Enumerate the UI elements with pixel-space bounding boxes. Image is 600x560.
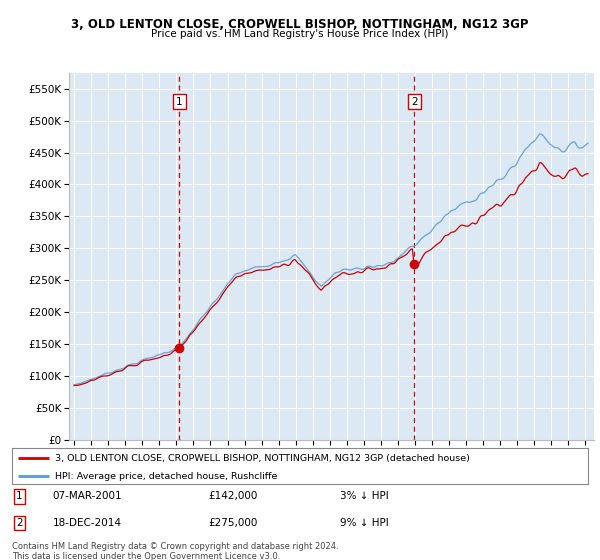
Text: £142,000: £142,000 (208, 491, 257, 501)
Text: Price paid vs. HM Land Registry's House Price Index (HPI): Price paid vs. HM Land Registry's House … (151, 29, 449, 39)
Text: 9% ↓ HPI: 9% ↓ HPI (340, 518, 389, 528)
Text: 18-DEC-2014: 18-DEC-2014 (52, 518, 121, 528)
Text: 3, OLD LENTON CLOSE, CROPWELL BISHOP, NOTTINGHAM, NG12 3GP: 3, OLD LENTON CLOSE, CROPWELL BISHOP, NO… (71, 18, 529, 31)
Text: 3, OLD LENTON CLOSE, CROPWELL BISHOP, NOTTINGHAM, NG12 3GP (detached house): 3, OLD LENTON CLOSE, CROPWELL BISHOP, NO… (55, 454, 470, 463)
Text: 2: 2 (16, 518, 23, 528)
Text: Contains HM Land Registry data © Crown copyright and database right 2024.
This d: Contains HM Land Registry data © Crown c… (12, 542, 338, 560)
Text: 2: 2 (411, 96, 418, 106)
Text: 1: 1 (16, 491, 23, 501)
Text: £275,000: £275,000 (208, 518, 257, 528)
Text: 07-MAR-2001: 07-MAR-2001 (52, 491, 122, 501)
Text: 1: 1 (176, 96, 183, 106)
Text: HPI: Average price, detached house, Rushcliffe: HPI: Average price, detached house, Rush… (55, 472, 278, 481)
Text: 3% ↓ HPI: 3% ↓ HPI (340, 491, 389, 501)
